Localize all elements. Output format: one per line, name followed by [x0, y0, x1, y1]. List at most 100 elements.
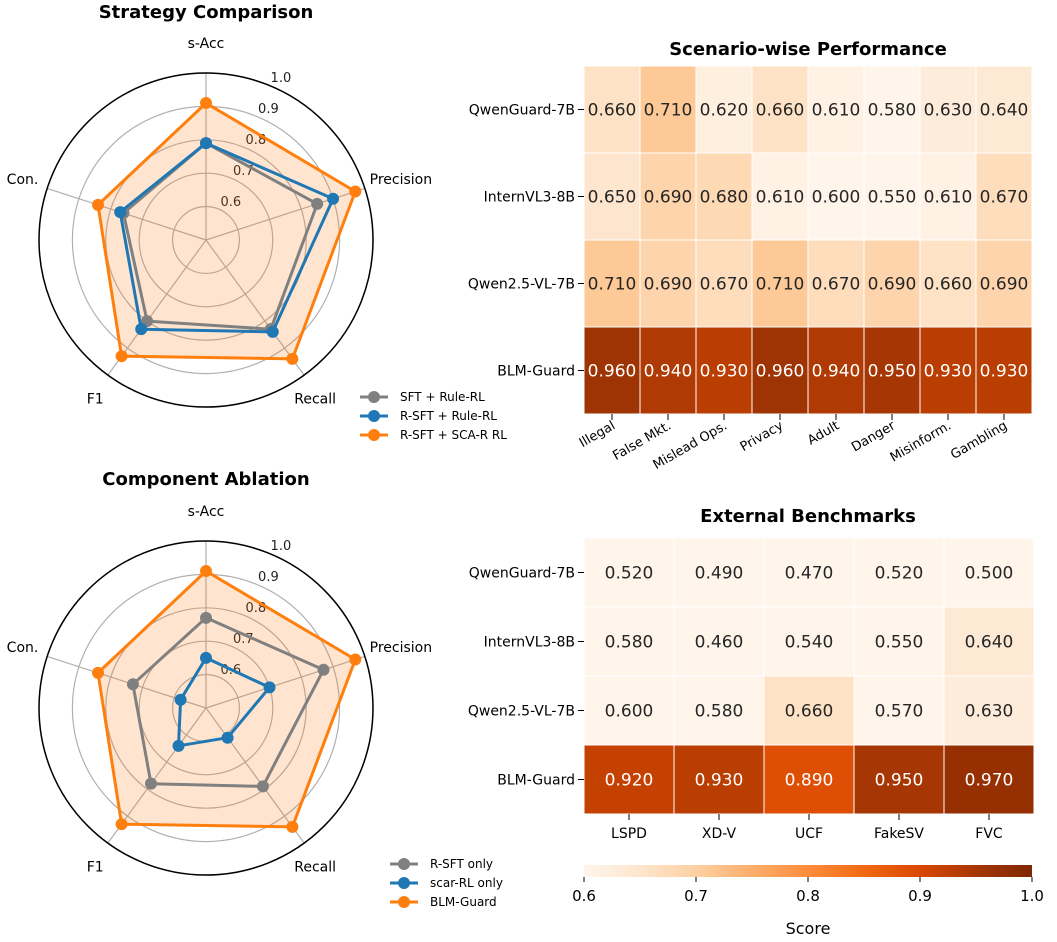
radar-point [286, 820, 299, 833]
heatmap-cell-value: 0.660 [588, 101, 637, 121]
radar-point [114, 206, 127, 219]
heatmap-cell-value: 0.950 [875, 771, 924, 791]
heatmap-cell-value: 0.960 [756, 362, 805, 382]
radar-axis-label: Recall [294, 860, 336, 876]
radar-point [200, 651, 212, 664]
heatmap-cell [751, 65, 809, 154]
heatmap-cell [583, 239, 641, 328]
heatmap-cell-value: 0.940 [644, 362, 693, 382]
heatmap-cell-value: 0.930 [980, 362, 1029, 382]
radar-ablation-title: Component Ablation [102, 469, 309, 490]
radar-frame [38, 72, 374, 408]
radar-series-fill [98, 571, 356, 827]
heatmap-cell-value: 0.950 [868, 362, 917, 382]
radar-strategy-title: Strategy Comparison [99, 2, 314, 23]
heatmap-cell [583, 537, 675, 608]
heatmap-col-label: Gambling [948, 418, 1010, 462]
heatmap-cell-value: 0.640 [980, 101, 1029, 121]
heatmap-cell [639, 239, 697, 328]
radar-spoke [205, 655, 366, 709]
heatmap-external-benchmarks: External Benchmarks 0.520 0.490 0.470 0.520… [468, 506, 1035, 842]
colorbar-tick-label: 0.9 [908, 887, 932, 905]
radar-axis-label: s-Acc [188, 36, 225, 52]
heatmap-cell [807, 65, 865, 154]
colorbar: Score 0.6 0.7 0.8 0.9 1.0 [572, 865, 1044, 938]
heatmap-cell [863, 326, 921, 415]
radar-point [91, 666, 104, 679]
heatmap-cell-value: 0.610 [756, 188, 805, 208]
radar-point [200, 611, 212, 624]
radar-point [126, 678, 139, 691]
radar-point [200, 137, 212, 150]
radar-series-line [131, 616, 325, 788]
heatmap-cell [853, 606, 945, 677]
heatmap-cell [695, 326, 753, 415]
heatmap-col-label: XD-V [702, 826, 737, 842]
heatmap-cell-value: 0.490 [695, 564, 744, 584]
radar-point [286, 352, 299, 365]
heatmap-cell [863, 152, 921, 241]
heatmap-external-title: External Benchmarks [700, 506, 916, 527]
radar-point [266, 325, 279, 338]
heatmap-cell-value: 0.930 [924, 362, 973, 382]
heatmap-cell [639, 152, 697, 241]
heatmap-cell [863, 65, 921, 154]
radar-point [145, 777, 158, 790]
heatmap-col-label: FakeSV [874, 826, 924, 842]
heatmap-cell-value: 0.690 [868, 275, 917, 295]
legend-swatch-marker [398, 896, 410, 908]
heatmap-cell-value: 0.610 [812, 101, 861, 121]
radar-axis-label: Con. [7, 640, 39, 656]
heatmap-cell-value: 0.650 [588, 188, 637, 208]
heatmap-cell [583, 675, 675, 746]
heatmap-cell-value: 0.550 [868, 188, 917, 208]
heatmap-cell-value: 0.670 [812, 275, 861, 295]
heatmap-cell [943, 675, 1035, 746]
heatmap-col-label: UCF [795, 826, 823, 842]
heatmap-cell-value: 0.890 [785, 771, 834, 791]
heatmap-cell-value: 0.460 [695, 633, 744, 653]
heatmap-row-label: InternVL3-8B [484, 190, 575, 206]
heatmap-row-label: BLM-Guard [497, 773, 575, 789]
heatmap-cell-value: 0.930 [700, 362, 749, 382]
heatmap-cell [943, 606, 1035, 677]
heatmap-cell [919, 326, 977, 415]
heatmap-cell [975, 152, 1033, 241]
radar-series-line [96, 569, 357, 829]
heatmap-cell-value: 0.930 [695, 771, 744, 791]
colorbar-tick-label: 0.8 [796, 887, 820, 905]
radar-point [221, 731, 234, 744]
radar-axis-label: Precision [370, 640, 432, 656]
heatmap-cell [673, 606, 765, 677]
heatmap-cell-value: 0.710 [756, 275, 805, 295]
radar-series-fill [98, 103, 356, 359]
heatmap-row-label: InternVL3-8B [484, 635, 575, 651]
heatmap-cell-value: 0.570 [875, 702, 924, 722]
legend-swatch-marker [398, 877, 410, 889]
heatmap-cell-value: 0.670 [700, 275, 749, 295]
radar-radial-tick-label: 1.0 [271, 71, 292, 86]
heatmap-row-label: BLM-Guard [497, 364, 575, 380]
radar-point [200, 565, 212, 578]
heatmap-cell-value: 0.690 [644, 275, 693, 295]
radar-point [263, 681, 276, 694]
legend-entry: R-SFT + Rule-RL [400, 409, 497, 423]
heatmap-cell [639, 65, 697, 154]
heatmap-cell-value: 0.470 [785, 564, 834, 584]
radar-series-line [121, 141, 319, 331]
heatmap-cell [695, 65, 753, 154]
radar-radial-tick-label: 0.6 [221, 195, 242, 210]
legend-entry: SFT + Rule-RL [400, 390, 485, 404]
heatmap-cell-value: 0.670 [980, 188, 1029, 208]
radar-point [172, 739, 185, 752]
heatmap-cell-value: 0.690 [980, 275, 1029, 295]
heatmap-row-label: QwenGuard-7B [469, 103, 575, 119]
heatmap-cell-value: 0.580 [695, 702, 744, 722]
heatmap-cell [853, 744, 945, 815]
radar-strategy-comparison: Strategy Comparison 0.60.70.80.91.0s-Acc… [7, 2, 508, 442]
radar-axis-label: F1 [87, 392, 104, 408]
heatmap-cell-value: 0.710 [644, 101, 693, 121]
radar-point [256, 780, 269, 793]
radar-frame [38, 540, 374, 876]
legend-entry: scar-RL only [430, 876, 503, 890]
